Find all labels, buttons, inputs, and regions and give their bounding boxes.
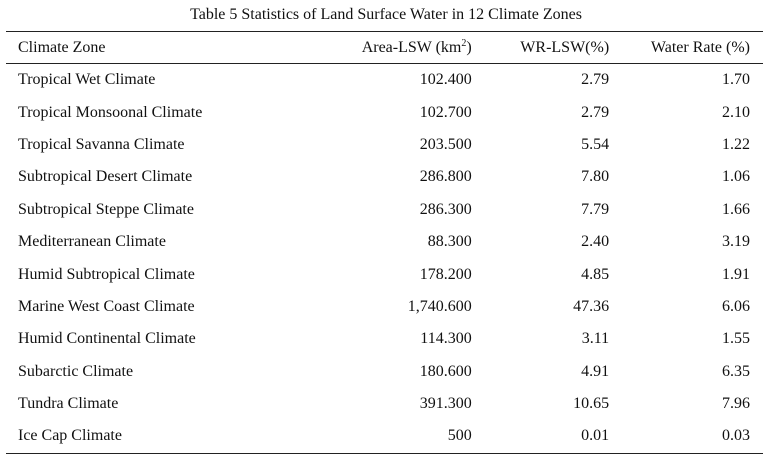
table-row: Tropical Wet Climate 102.400 2.79 1.70 [6, 64, 763, 97]
climate-zone-cell: Tropical Wet Climate [18, 71, 156, 89]
wr-lsw-cell: 0.01 [471, 420, 610, 454]
table-row: Mediterranean Climate 88.300 2.40 3.19 [6, 226, 763, 258]
water-rate-cell: 1.66 [722, 200, 750, 218]
wr-lsw-cell: 2.79 [581, 103, 610, 121]
table-row: Humid Continental Climate 114.300 3.11 1.55 [6, 323, 763, 355]
climate-zone-cell: Ice Cap Climate [6, 420, 332, 454]
table-row: Humid Subtropical Climate 178.200 4.85 1.91 [6, 258, 763, 290]
climate-zone-cell: Tropical Savanna Climate [18, 135, 185, 153]
header-wr-lsw: WR-LSW(%) [471, 31, 610, 64]
header-climate-zone: Climate Zone [6, 31, 332, 64]
water-rate-cell: 1.91 [722, 265, 750, 283]
climate-zone-table: Climate Zone Area-LSW (km2) WR-LSW(%) Wa… [6, 31, 763, 454]
header-area-text: Area-LSW (km [361, 38, 462, 56]
climate-zone-cell: Marine West Coast Climate [18, 297, 195, 315]
area-lsw-cell: 114.300 [420, 330, 472, 348]
wr-lsw-cell: 47.36 [573, 297, 610, 315]
climate-zone-cell: Humid Continental Climate [18, 330, 196, 348]
area-lsw-cell: 1,740.600 [407, 297, 472, 315]
header-row: Climate Zone Area-LSW (km2) WR-LSW(%) Wa… [6, 31, 763, 64]
water-rate-cell: 6.06 [722, 297, 750, 315]
wr-lsw-cell: 4.91 [581, 362, 610, 380]
climate-zone-cell: Subarctic Climate [18, 362, 134, 380]
table-row: Subtropical Desert Climate 286.800 7.80 1.0… [6, 161, 763, 193]
climate-zone-cell: Mediterranean Climate [18, 233, 166, 251]
area-lsw-cell: 180.600 [419, 362, 472, 380]
wr-lsw-cell: 3.11 [581, 330, 610, 348]
table-row: Tropical Savanna Climate 203.500 5.54 1.22 [6, 129, 763, 161]
water-rate-cell: 7.96 [722, 395, 750, 413]
water-rate-cell: 6.35 [722, 362, 750, 380]
header-area-lsw: Area-LSW (km2) [331, 31, 472, 64]
table-row: Tundra Climate 391.300 10.65 7.96 [6, 388, 763, 420]
area-lsw-cell: 178.200 [419, 265, 472, 283]
table-caption: Table 5 Statistics of Land Surface Water… [190, 6, 582, 23]
area-lsw-cell: 88.300 [427, 233, 472, 251]
water-rate-cell: 1.55 [722, 330, 750, 348]
wr-lsw-cell: 7.80 [581, 168, 610, 186]
wr-lsw-cell: 2.40 [581, 233, 610, 251]
wr-lsw-cell: 5.54 [581, 135, 610, 153]
water-rate-cell: 3.19 [722, 233, 750, 251]
wr-lsw-cell: 2.79 [581, 71, 610, 89]
climate-zone-cell: Tundra Climate [18, 395, 119, 413]
wr-lsw-cell: 10.65 [573, 395, 610, 413]
header-area-superscript: 2 [461, 37, 467, 49]
water-rate-cell: 1.70 [722, 71, 750, 89]
area-lsw-cell: 102.400 [419, 71, 472, 89]
table-row: Tropical Monsoonal Climate 102.700 2.79 2.1… [6, 96, 763, 128]
climate-zone-cell: Tropical Monsoonal Climate [18, 103, 203, 121]
climate-zone-cell: Humid Subtropical Climate [18, 265, 195, 283]
area-lsw-cell: 286.300 [419, 200, 472, 218]
header-water-rate: Water Rate (%) [609, 31, 763, 64]
water-rate-cell: 1.06 [722, 168, 750, 186]
water-rate-cell: 0.03 [609, 420, 763, 454]
header-area-close: ) [466, 38, 472, 56]
table-body: Tropical Wet Climate 102.400 2.79 1.70 Tropi… [6, 64, 763, 454]
area-lsw-cell: 391.300 [419, 395, 472, 413]
table-header: Climate Zone Area-LSW (km2) WR-LSW(%) Wa… [6, 31, 763, 64]
table-row: Marine West Coast Climate 1,740.600 47.36 6… [6, 291, 763, 323]
water-rate-cell: 1.22 [722, 135, 750, 153]
area-lsw-cell: 500 [331, 420, 472, 454]
climate-zone-cell: Subtropical Desert Climate [18, 168, 193, 186]
water-rate-cell: 2.10 [722, 103, 750, 121]
area-lsw-cell: 286.800 [419, 168, 472, 186]
table-row: Ice Cap Climate 500 0.01 0.03 [6, 420, 763, 454]
area-lsw-cell: 102.700 [419, 103, 472, 121]
table-row: Subarctic Climate 180.600 4.91 6.35 [6, 356, 763, 388]
climate-zone-cell: Subtropical Steppe Climate [18, 200, 194, 218]
table-row: Subtropical Steppe Climate 286.300 7.79 1.6… [6, 194, 763, 226]
area-lsw-cell: 203.500 [419, 135, 472, 153]
wr-lsw-cell: 7.79 [581, 200, 610, 218]
wr-lsw-cell: 4.85 [581, 265, 610, 283]
